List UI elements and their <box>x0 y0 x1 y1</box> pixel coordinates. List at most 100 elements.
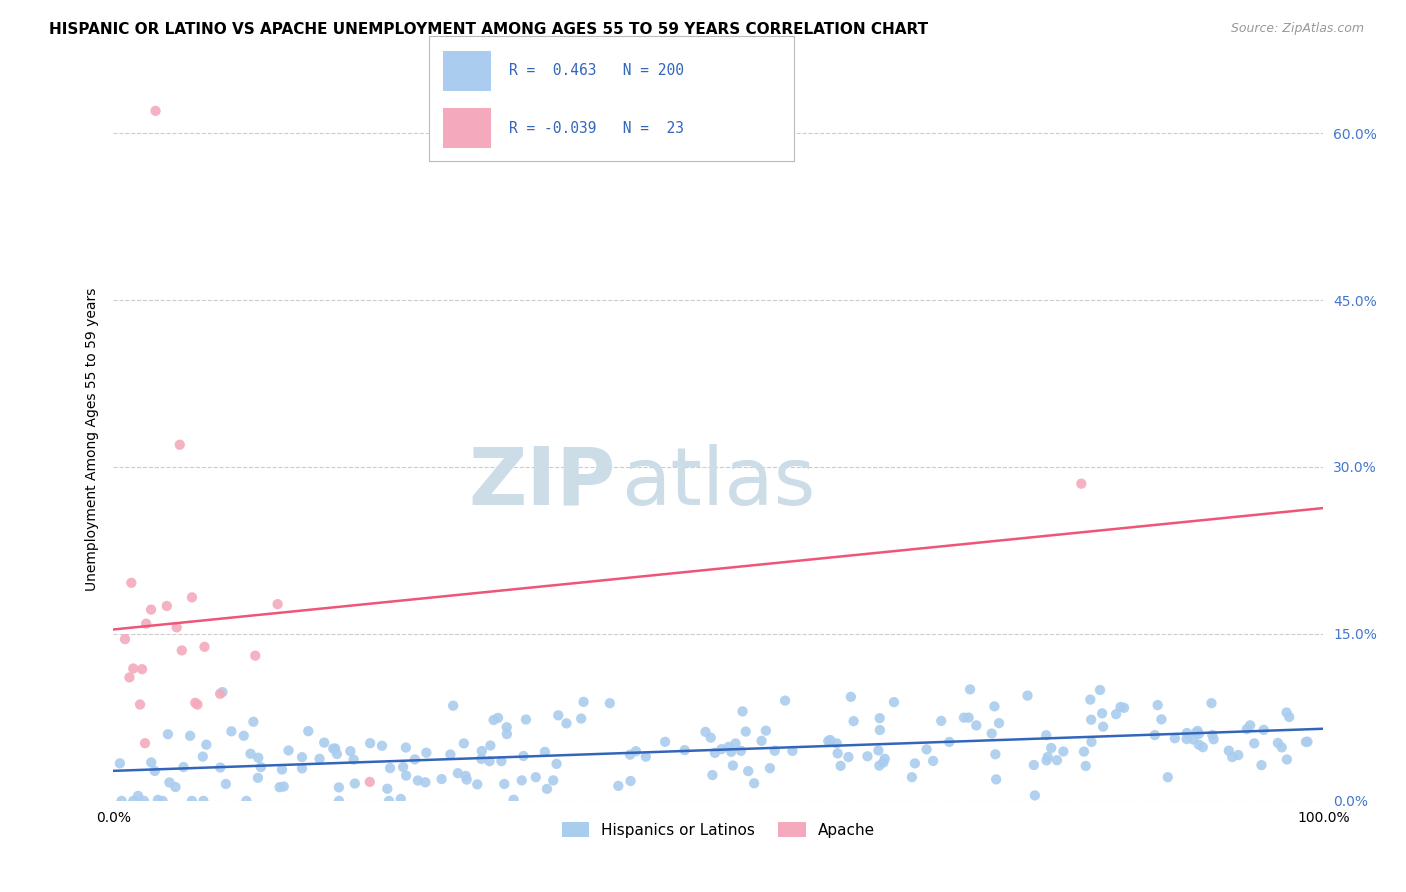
Point <box>221 724 243 739</box>
Point <box>235 794 257 808</box>
Point <box>938 735 960 749</box>
Point <box>734 724 756 739</box>
Point <box>1157 770 1180 784</box>
Point <box>139 602 162 616</box>
Point <box>1052 744 1074 758</box>
Point <box>371 739 394 753</box>
Point <box>957 710 980 724</box>
Point <box>152 794 174 808</box>
Point <box>456 772 478 787</box>
Point <box>1080 735 1102 749</box>
Point <box>1150 712 1173 726</box>
Point <box>730 744 752 758</box>
Point <box>430 772 453 786</box>
Point <box>392 760 415 774</box>
Point <box>1202 732 1225 747</box>
Point <box>146 793 169 807</box>
Point <box>901 770 924 784</box>
Point <box>1188 727 1211 741</box>
Point <box>721 758 744 772</box>
Point <box>731 705 754 719</box>
Point <box>904 756 927 771</box>
Point <box>209 760 232 774</box>
Point <box>1201 696 1223 710</box>
Point <box>1146 698 1168 712</box>
Point <box>156 599 179 613</box>
Point <box>378 761 401 775</box>
Point <box>211 685 233 699</box>
Point <box>439 747 461 762</box>
Text: ZIP: ZIP <box>468 443 616 522</box>
Point <box>343 776 366 790</box>
Point <box>471 744 494 758</box>
Point <box>988 716 1011 731</box>
Point <box>782 744 804 758</box>
Point <box>1036 750 1059 764</box>
Point <box>120 575 142 590</box>
Point <box>929 714 952 728</box>
Point <box>166 620 188 634</box>
Point <box>759 761 782 775</box>
Point <box>486 711 509 725</box>
Point <box>1164 731 1187 746</box>
Point <box>246 771 269 785</box>
Point <box>245 648 267 663</box>
Point <box>1088 683 1111 698</box>
Point <box>314 736 336 750</box>
Point <box>1275 752 1298 766</box>
Point <box>915 742 938 756</box>
Point <box>470 752 492 766</box>
Point <box>922 754 945 768</box>
Point <box>1218 744 1240 758</box>
Point <box>702 768 724 782</box>
Point <box>868 743 890 757</box>
Point <box>773 693 796 707</box>
Point <box>737 764 759 779</box>
Point <box>1250 758 1272 772</box>
Point <box>984 772 1007 787</box>
Point <box>406 773 429 788</box>
Point <box>129 698 152 712</box>
Point <box>1192 740 1215 755</box>
Point <box>170 643 193 657</box>
Point <box>1105 707 1128 722</box>
Point <box>599 696 621 710</box>
Point <box>122 794 145 808</box>
Point <box>157 775 180 789</box>
Point <box>266 597 288 611</box>
Point <box>134 736 156 750</box>
Point <box>1070 476 1092 491</box>
Point <box>343 753 366 767</box>
Point <box>872 756 894 770</box>
Point <box>193 794 215 808</box>
Point <box>1182 732 1205 747</box>
Point <box>1109 700 1132 714</box>
Point <box>447 766 470 780</box>
Point <box>1275 706 1298 720</box>
Point <box>510 773 533 788</box>
Point <box>191 749 214 764</box>
Point <box>703 746 725 760</box>
Point <box>607 779 630 793</box>
Point <box>984 747 1007 762</box>
Point <box>546 756 568 771</box>
Point <box>817 734 839 748</box>
Point <box>495 720 517 734</box>
Point <box>742 776 765 790</box>
Point <box>1239 718 1261 732</box>
Point <box>700 731 723 745</box>
Point <box>673 743 696 757</box>
Text: HISPANIC OR LATINO VS APACHE UNEMPLOYMENT AMONG AGES 55 TO 59 YEARS CORRELATION : HISPANIC OR LATINO VS APACHE UNEMPLOYMEN… <box>49 22 928 37</box>
Point <box>441 698 464 713</box>
Point <box>453 736 475 750</box>
Point <box>825 736 848 750</box>
Point <box>242 714 264 729</box>
Point <box>751 734 773 748</box>
Point <box>883 695 905 709</box>
Point <box>271 763 294 777</box>
Point <box>827 747 849 761</box>
Point <box>1253 723 1275 737</box>
Point <box>695 724 717 739</box>
Point <box>323 741 346 756</box>
Point <box>837 750 859 764</box>
